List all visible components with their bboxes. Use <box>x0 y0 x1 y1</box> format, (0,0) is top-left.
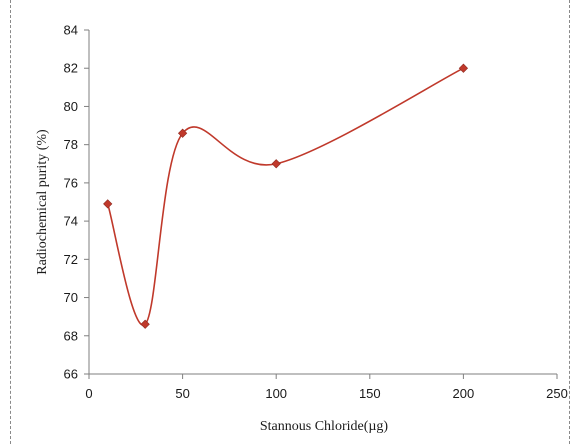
x-tick-labels: 0 50 100 150 200 250 <box>85 386 567 401</box>
data-point-marker <box>271 159 281 169</box>
y-tick-label: 74 <box>64 214 78 229</box>
axis-tick-marks <box>84 29 558 379</box>
y-tick-label: 82 <box>64 61 78 76</box>
data-points <box>103 63 469 329</box>
y-tick-labels: 66 68 70 72 74 76 78 80 82 84 <box>64 23 78 382</box>
data-point-marker <box>458 63 469 73</box>
x-axis-title: Stannous Chloride(µg) <box>260 419 389 434</box>
y-tick-label: 76 <box>64 175 78 190</box>
x-tick-label: 250 <box>546 386 568 401</box>
data-point-marker <box>140 319 150 329</box>
data-point-marker <box>177 128 188 138</box>
y-tick-label: 68 <box>64 328 78 343</box>
y-tick-label: 78 <box>64 137 78 152</box>
y-tick-label: 72 <box>64 252 78 267</box>
x-tick-label: 50 <box>175 386 189 401</box>
y-tick-label: 70 <box>64 290 78 305</box>
x-tick-label: 0 <box>85 386 92 401</box>
x-tick-label: 150 <box>359 386 381 401</box>
y-tick-label: 80 <box>64 99 78 114</box>
y-tick-label: 66 <box>64 367 78 382</box>
y-tick-label: 84 <box>64 23 78 38</box>
x-tick-label: 200 <box>453 386 475 401</box>
x-tick-label: 100 <box>265 386 287 401</box>
y-axis-title: Radiochemical purity (%) <box>35 129 50 275</box>
data-point-marker <box>103 199 113 209</box>
chart-frame <box>10 0 570 444</box>
series-line <box>106 67 464 326</box>
